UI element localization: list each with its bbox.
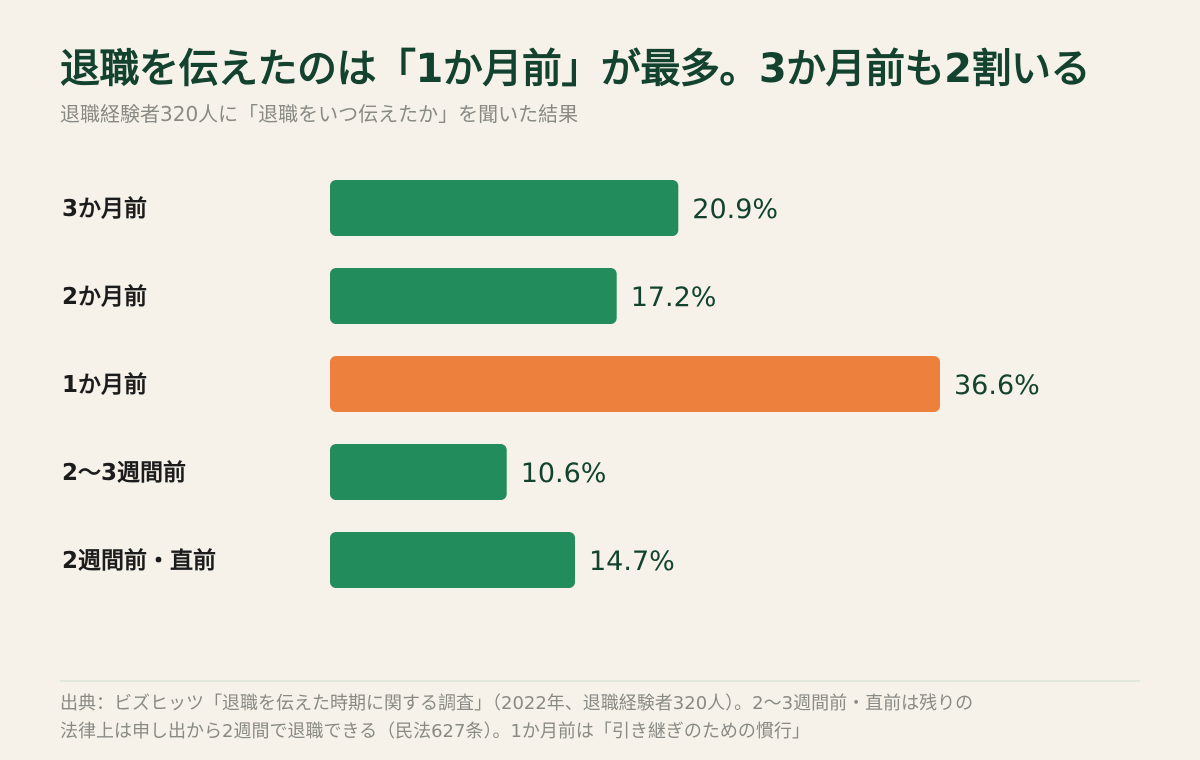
chart-title: 退職を伝えたのは「1か月前」が最多。3か月前も2割いる bbox=[60, 46, 1091, 92]
bar bbox=[330, 180, 679, 236]
source-note: 出典：ビズヒッツ「退職を伝えた時期に関する調査」（2022年、退職経験者320人… bbox=[60, 690, 1200, 750]
value-label: 36.6% bbox=[954, 370, 1040, 401]
source-note-line-1: 出典：ビズヒッツ「退職を伝えた時期に関する調査」（2022年、退職経験者320人… bbox=[60, 693, 974, 714]
bar-chart: 3か月前 20.9% 2か月前 17.2% 1か月前 36.6% 2〜3週間前 10.6% 2週… bbox=[62, 180, 1040, 588]
category-label: 3か月前 bbox=[62, 195, 147, 222]
category-label: 2〜3週間前 bbox=[62, 459, 186, 486]
category-label: 2か月前 bbox=[62, 283, 147, 310]
value-label: 10.6% bbox=[521, 458, 607, 489]
bar-highlight bbox=[330, 356, 940, 412]
category-label: 2週間前・直前 bbox=[62, 547, 216, 574]
value-label: 17.2% bbox=[631, 282, 717, 313]
bar bbox=[330, 444, 507, 500]
chart-subtitle: 退職経験者320人に「退職をいつ伝えたか」を聞いた結果 bbox=[60, 102, 579, 126]
source-note-line-2: 法律上は申し出から2週間で退職できる（民法627条）。1か月前は「引き継ぎのため… bbox=[60, 721, 810, 742]
value-label: 14.7% bbox=[589, 546, 675, 577]
bar bbox=[330, 532, 575, 588]
value-label: 20.9% bbox=[692, 194, 778, 225]
footer-divider bbox=[60, 680, 1140, 682]
bar bbox=[330, 268, 617, 324]
category-label: 1か月前 bbox=[62, 371, 147, 398]
